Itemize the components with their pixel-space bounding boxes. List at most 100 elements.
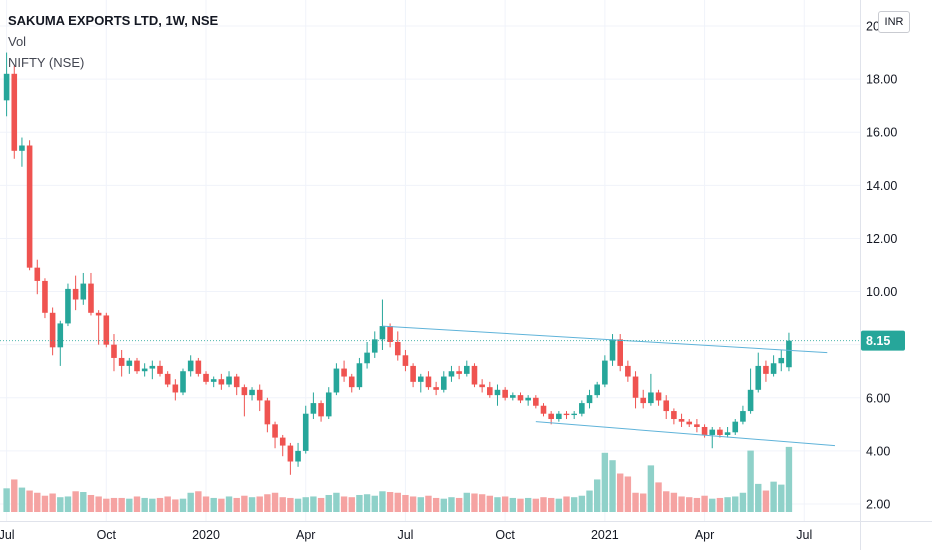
volume-indicator-label[interactable]: Vol [8, 34, 27, 49]
candle-body [663, 400, 670, 412]
volume-bar [755, 483, 762, 512]
volume-bar [624, 476, 632, 512]
volume-bar [686, 497, 693, 512]
volume-bar [425, 495, 432, 512]
candle-body [655, 392, 662, 401]
volume-bar [210, 497, 217, 512]
volume-bar [547, 497, 555, 512]
candle-body [525, 397, 531, 401]
candle-body [210, 379, 217, 382]
last-price-label: 8.15 [866, 334, 890, 348]
candle-body [732, 421, 739, 433]
candle-body [694, 424, 700, 427]
volume-bar [172, 499, 179, 512]
volume-bar [670, 492, 678, 512]
chart-legend: SAKUMA EXPORTS LTD, 1W, NSE Vol NIFTY (N… [8, 10, 218, 73]
volume-bar [555, 498, 563, 512]
candle-body [34, 267, 41, 281]
candle-body [249, 389, 255, 396]
candle-body [709, 429, 716, 435]
volume-bar [448, 497, 455, 512]
candle-body [356, 363, 363, 388]
volume-bar [632, 492, 639, 512]
candle-body [49, 312, 56, 348]
candle-body [65, 288, 71, 324]
candle-body [410, 365, 416, 382]
volume-bar [463, 492, 470, 512]
candle-body [19, 145, 25, 151]
candle-body [632, 376, 639, 398]
volume-bar [248, 497, 256, 512]
volume-bar [348, 497, 355, 512]
candle-body [302, 413, 309, 451]
volume-bar [471, 493, 478, 512]
candle-body [579, 403, 585, 414]
x-tick-label: Oct [97, 528, 117, 542]
volume-bar [225, 496, 233, 512]
candle-body [394, 342, 401, 356]
candle-body [364, 352, 370, 364]
x-tick-label: Oct [495, 528, 515, 542]
candle-body [195, 360, 202, 374]
candle-body [724, 432, 731, 435]
volume-bar [87, 494, 95, 512]
volume-bar [770, 481, 777, 512]
volume-bar [379, 491, 386, 512]
currency-button[interactable]: INR [878, 11, 910, 33]
volume-bar [517, 498, 524, 512]
candle-body [333, 368, 340, 393]
volume-bar [110, 497, 118, 512]
volume-bar [271, 492, 279, 512]
x-tick-label: Jul [796, 528, 812, 542]
candle-body [479, 384, 485, 388]
candle-body [95, 312, 102, 316]
volume-bar [455, 497, 463, 512]
volume-bar [678, 496, 685, 512]
volume-bar [532, 498, 540, 512]
volume-bar [187, 492, 194, 512]
candle-body [295, 450, 301, 462]
volume-bar [762, 490, 770, 512]
compare-symbol-label[interactable]: NIFTY (NSE) [8, 55, 85, 70]
candle-body [417, 376, 424, 382]
volume-bar [394, 492, 401, 512]
volume-bar [302, 497, 309, 512]
volume-bar [586, 490, 593, 512]
candle-body [448, 371, 455, 377]
volume-bar [494, 497, 501, 512]
volume-bar [647, 465, 655, 512]
volume-bar [563, 496, 570, 512]
volume-bar [709, 498, 716, 512]
volume-bar [3, 488, 10, 512]
candle-body [617, 339, 623, 366]
candle-body [402, 355, 409, 366]
volume-bar [156, 497, 164, 512]
volume-bar [617, 473, 624, 512]
candle-body [747, 389, 754, 412]
volume-bar [409, 496, 417, 512]
candle-body [341, 368, 347, 377]
candle-body [11, 73, 18, 151]
trendline [535, 421, 835, 447]
volume-bar [693, 497, 701, 512]
x-tick-label: Apr [695, 528, 714, 542]
candle-body [778, 357, 785, 364]
volume-bar [386, 492, 394, 512]
symbol-title: SAKUMA EXPORTS LTD, 1W, NSE [8, 13, 219, 28]
candle-body [348, 376, 355, 388]
candle-body [134, 360, 140, 372]
candle-body [371, 339, 378, 353]
candle-body [640, 397, 647, 404]
volume-bar [287, 497, 294, 512]
volume-bar [356, 494, 363, 512]
volume-bar [317, 497, 325, 512]
volume-bar [716, 497, 724, 512]
volume-bar [486, 495, 494, 512]
candle-body [494, 389, 501, 396]
candle-body [686, 421, 693, 425]
x-tick-label: 2020 [192, 528, 220, 542]
volume-bar [294, 498, 302, 512]
x-tick-label: Jul [397, 528, 413, 542]
candle-body [180, 371, 186, 393]
